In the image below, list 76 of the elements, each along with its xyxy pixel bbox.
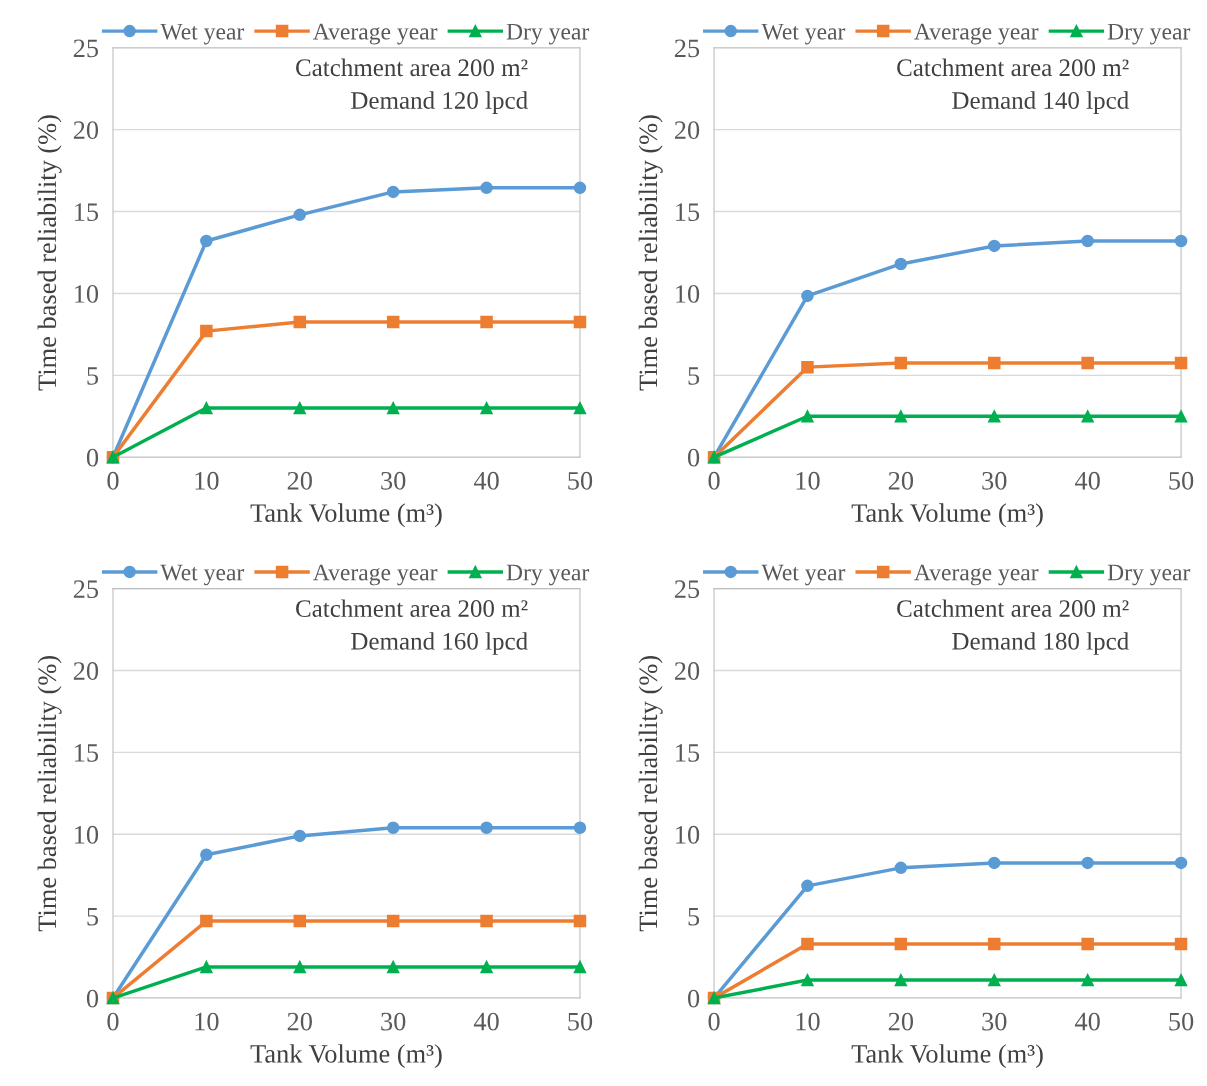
legend-label: Average year	[914, 564, 1039, 586]
y-tick-label: 10	[676, 825, 700, 844]
x-tick-label: 20	[888, 1012, 914, 1031]
legend-label: Average year	[914, 23, 1039, 45]
y-axis-title: Time based reliability (%)	[638, 656, 663, 932]
y-tick-label: 0	[687, 448, 700, 467]
y-tick-label: 25	[73, 580, 99, 599]
y-tick-label: 5	[87, 367, 99, 385]
x-tick-label: 0	[708, 471, 720, 490]
y-tick-label: 15	[75, 203, 99, 221]
y-tick-label: 15	[676, 203, 700, 221]
legend-label: Wet year	[761, 564, 846, 586]
x-tick-label: 20	[888, 471, 914, 490]
legend-label: Dry year	[506, 23, 590, 45]
x-tick-label: 50	[568, 1012, 593, 1031]
x-axis-title: Tank Volume (m³)	[851, 503, 1043, 528]
x-tick-label: 40	[1074, 471, 1100, 490]
y-tick-label: 0	[86, 448, 99, 467]
y-tick-label: 20	[674, 121, 700, 140]
x-axis-title: Tank Volume (m³)	[250, 1044, 442, 1069]
legend-label: Wet year	[160, 564, 245, 586]
x-tick-label: 50	[568, 471, 593, 490]
y-tick-label: 0	[687, 989, 700, 1008]
y-tick-label: 10	[75, 285, 99, 303]
annotation: Catchment area 200 m²	[897, 58, 1129, 77]
x-tick-label: 40	[473, 1012, 499, 1031]
y-axis-title: Time based reliability (%)	[37, 656, 62, 932]
x-tick-label: 20	[287, 471, 312, 490]
y-tick-label: 5	[688, 908, 700, 926]
legend-label: Wet year	[160, 23, 245, 45]
x-tick-label: 50	[1169, 1012, 1194, 1031]
legend-label: Average year	[313, 564, 438, 586]
x-tick-label: 10	[195, 471, 219, 490]
annotation: Catchment area 200 m²	[897, 599, 1129, 617]
legend-label: Average year	[313, 23, 438, 45]
y-tick-label: 5	[87, 908, 99, 926]
x-tick-label: 0	[107, 471, 119, 490]
x-tick-label: 50	[1169, 471, 1194, 490]
legend-label: Dry year	[506, 564, 590, 586]
annotation: Catchment area 200 m²	[296, 58, 528, 77]
y-tick-label: 20	[73, 662, 99, 680]
legend-label: Wet year	[761, 23, 846, 45]
legend-label: Dry year	[1107, 564, 1191, 586]
x-axis-title: Tank Volume (m³)	[851, 1044, 1043, 1069]
x-tick-label: 0	[708, 1012, 720, 1031]
x-tick-label: 40	[473, 471, 499, 490]
x-axis-title: Tank Volume (m³)	[250, 503, 442, 528]
y-tick-label: 10	[75, 825, 99, 844]
y-tick-label: 5	[688, 367, 700, 385]
y-tick-label: 15	[75, 744, 99, 762]
x-tick-label: 40	[1074, 1012, 1100, 1031]
y-axis-title: Time based reliability (%)	[37, 115, 62, 391]
x-tick-label: 10	[796, 1012, 820, 1031]
x-tick-label: 30	[982, 1012, 1007, 1031]
x-tick-label: 20	[287, 1012, 312, 1031]
x-tick-label: 30	[381, 471, 406, 490]
annotation: Demand 160 lpcd	[351, 632, 528, 655]
annotation: Demand 120 lpcd	[351, 91, 528, 114]
y-tick-label: 25	[73, 39, 99, 58]
x-tick-label: 30	[982, 471, 1007, 490]
annotation: Demand 180 lpcd	[952, 632, 1129, 655]
x-tick-label: 10	[195, 1012, 219, 1031]
annotation: Catchment area 200 m²	[296, 599, 528, 617]
y-tick-label: 25	[674, 580, 700, 599]
y-axis-title: Time based reliability (%)	[638, 115, 663, 391]
y-tick-label: 25	[674, 39, 700, 58]
annotation: Demand 140 lpcd	[952, 91, 1129, 114]
y-tick-label: 0	[86, 989, 99, 1008]
x-tick-label: 0	[107, 1012, 119, 1031]
legend-label: Dry year	[1107, 23, 1191, 45]
y-tick-label: 10	[676, 285, 700, 303]
x-tick-label: 30	[381, 1012, 406, 1031]
x-tick-label: 10	[796, 471, 820, 490]
y-tick-label: 15	[676, 744, 700, 762]
y-tick-label: 20	[73, 121, 99, 140]
y-tick-label: 20	[674, 662, 700, 680]
